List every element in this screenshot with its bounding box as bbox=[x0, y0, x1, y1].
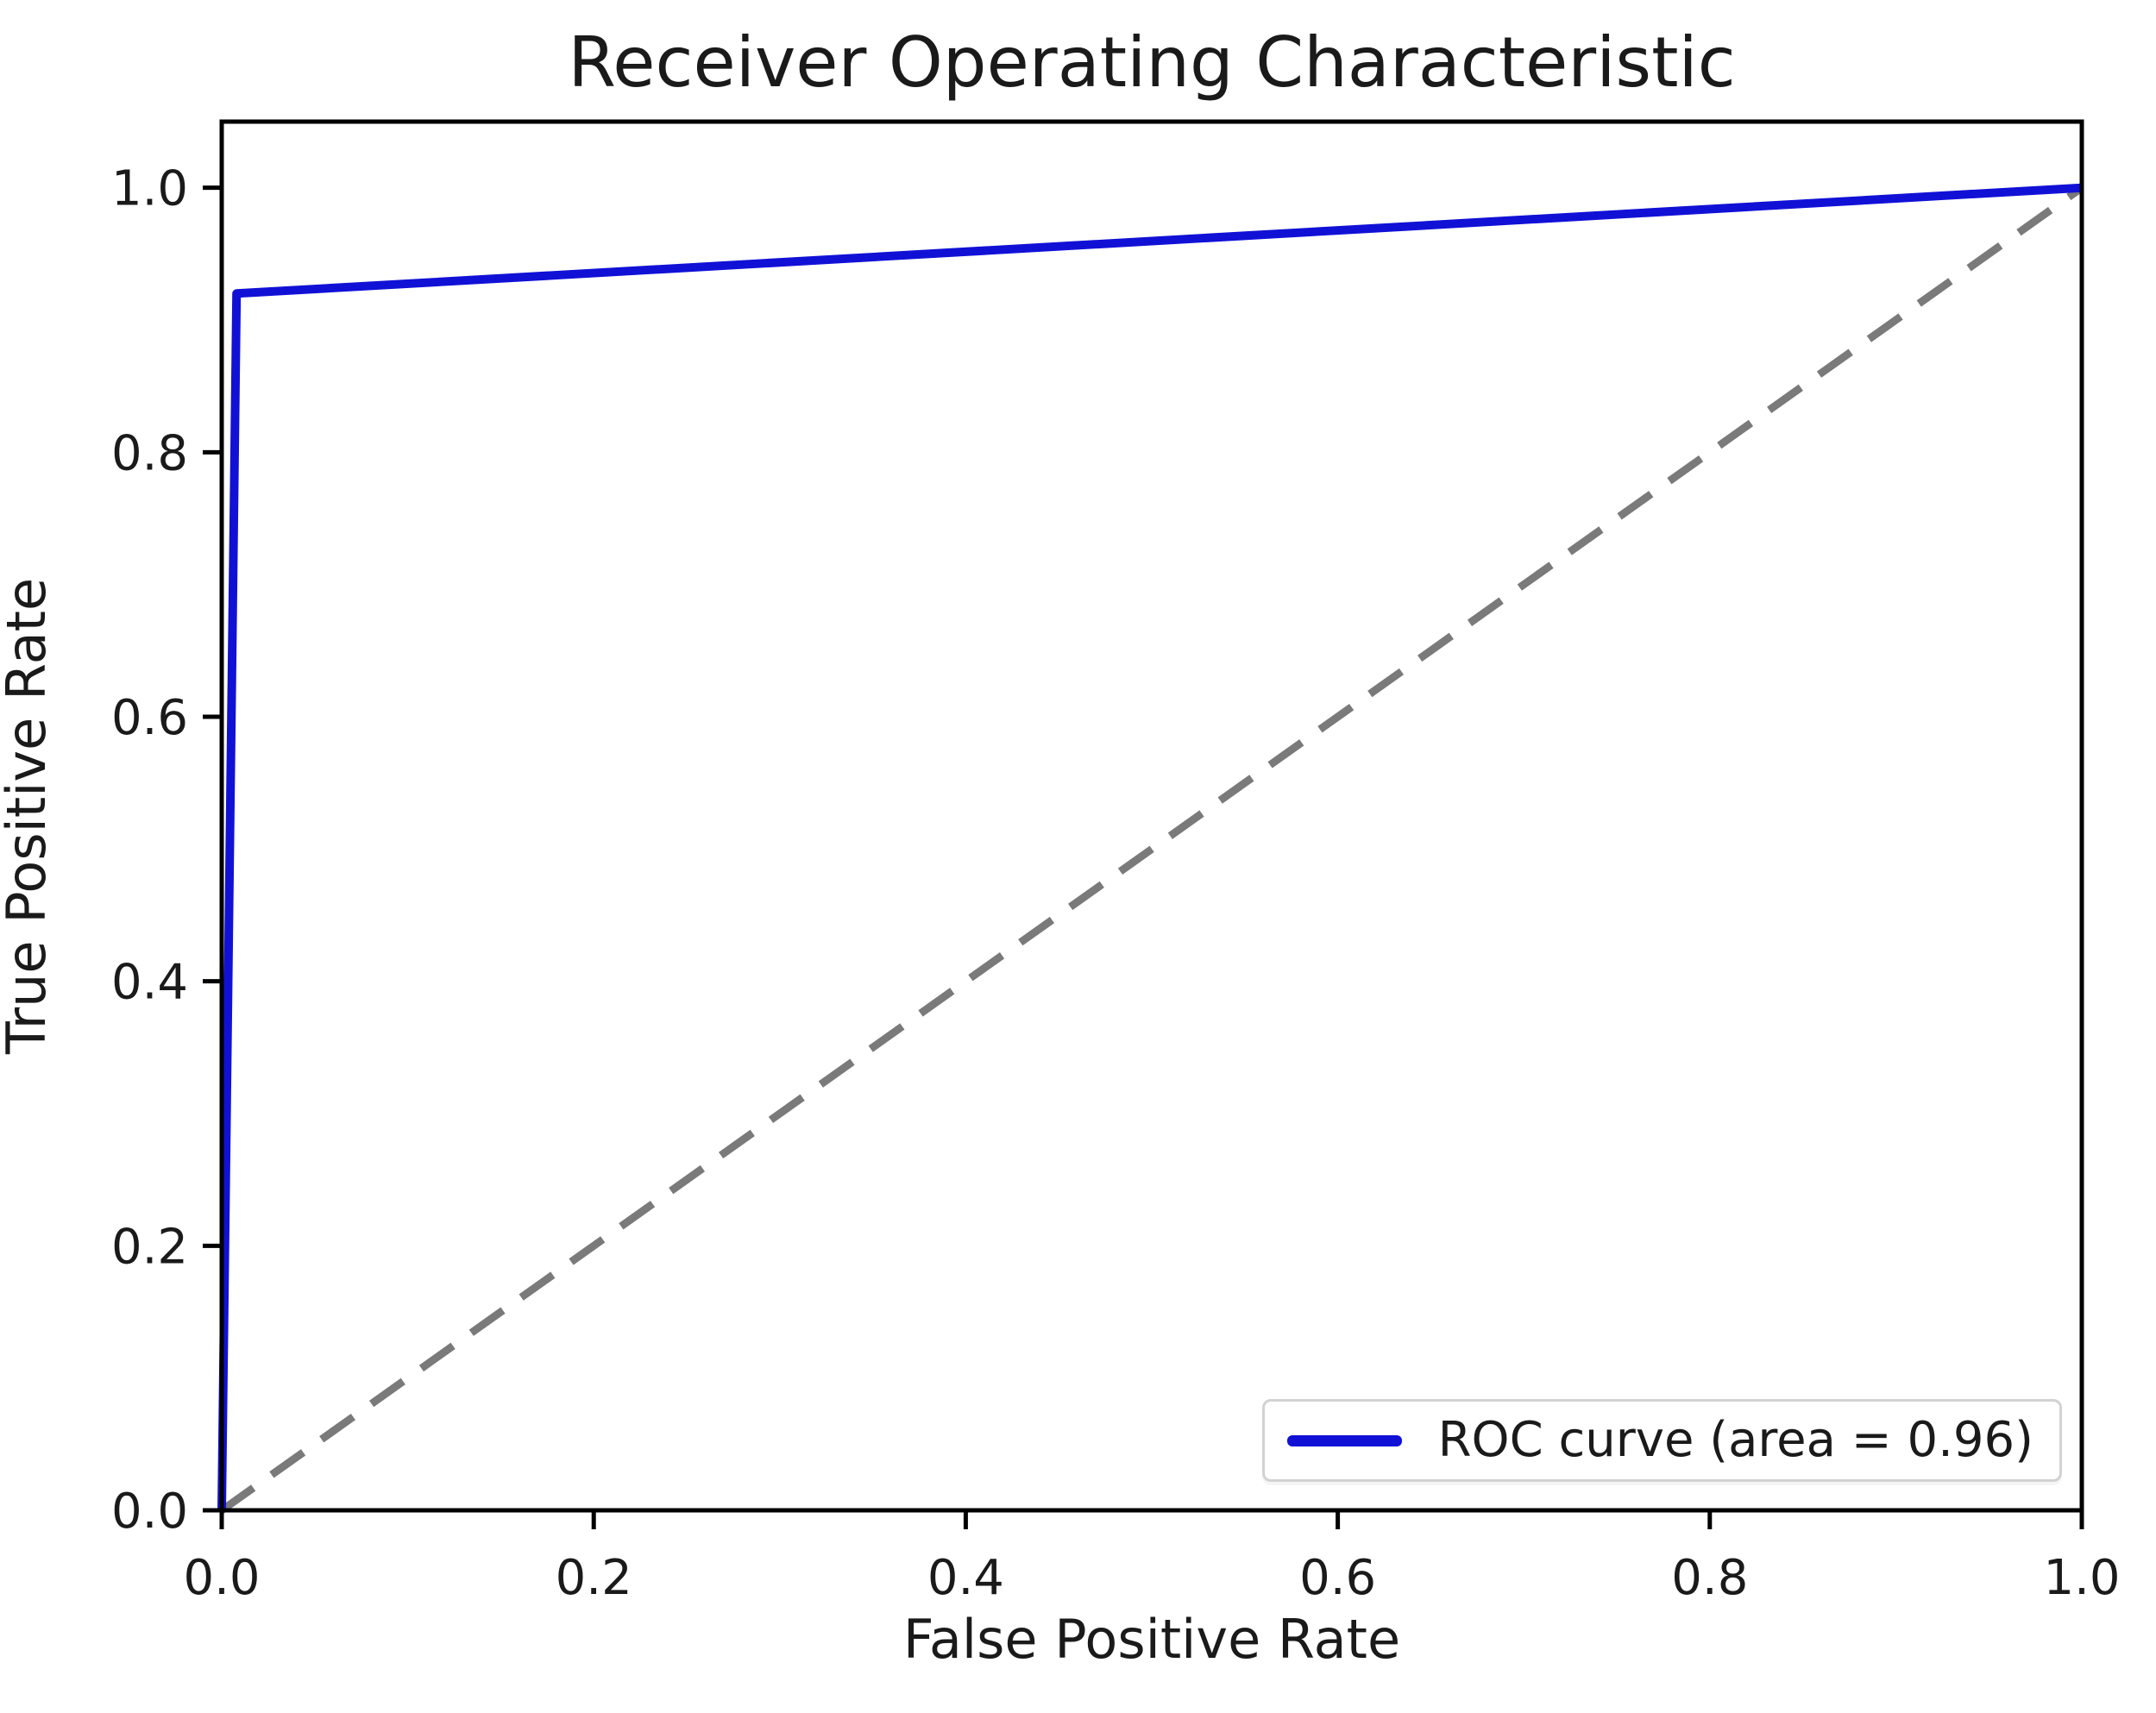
chart-title: Receiver Operating Characteristic bbox=[568, 22, 1735, 103]
y-tick-label: 0.2 bbox=[111, 1219, 188, 1275]
roc-curve-legend-label: ROC curve (area = 0.96) bbox=[1437, 1412, 2033, 1468]
roc-curve-line bbox=[217, 183, 2083, 1511]
x-tick-label: 0.8 bbox=[1671, 1550, 1748, 1606]
y-axis-label: True Positive Rate bbox=[0, 578, 58, 1055]
x-tick-label: 0.2 bbox=[556, 1550, 632, 1606]
chance-diagonal-line bbox=[219, 185, 2084, 1514]
x-tick-label: 1.0 bbox=[2043, 1550, 2120, 1606]
y-tick-label: 0.4 bbox=[111, 955, 188, 1011]
y-tick-label: 0.8 bbox=[111, 425, 188, 481]
y-tick-label: 0.6 bbox=[111, 690, 188, 746]
plot-area: 0.0 0.2 0.4 0.6 0.8 1.0 0.0 0.2 0.4 0.6 0.8 1.0 bbox=[111, 119, 2121, 1606]
axes-spines bbox=[219, 119, 2084, 1513]
x-tick-label: 0.6 bbox=[1299, 1550, 1376, 1606]
roc-curve-legend-swatch bbox=[1286, 1434, 1402, 1446]
x-tick-label: 0.4 bbox=[927, 1550, 1004, 1606]
x-tick-label: 0.0 bbox=[183, 1550, 260, 1606]
y-tick-label: 0.0 bbox=[111, 1484, 188, 1540]
legend: ROC curve (area = 0.96) bbox=[1261, 1399, 2062, 1482]
x-axis-label: False Positive Rate bbox=[903, 1608, 1400, 1671]
y-tick-label: 1.0 bbox=[111, 161, 188, 217]
